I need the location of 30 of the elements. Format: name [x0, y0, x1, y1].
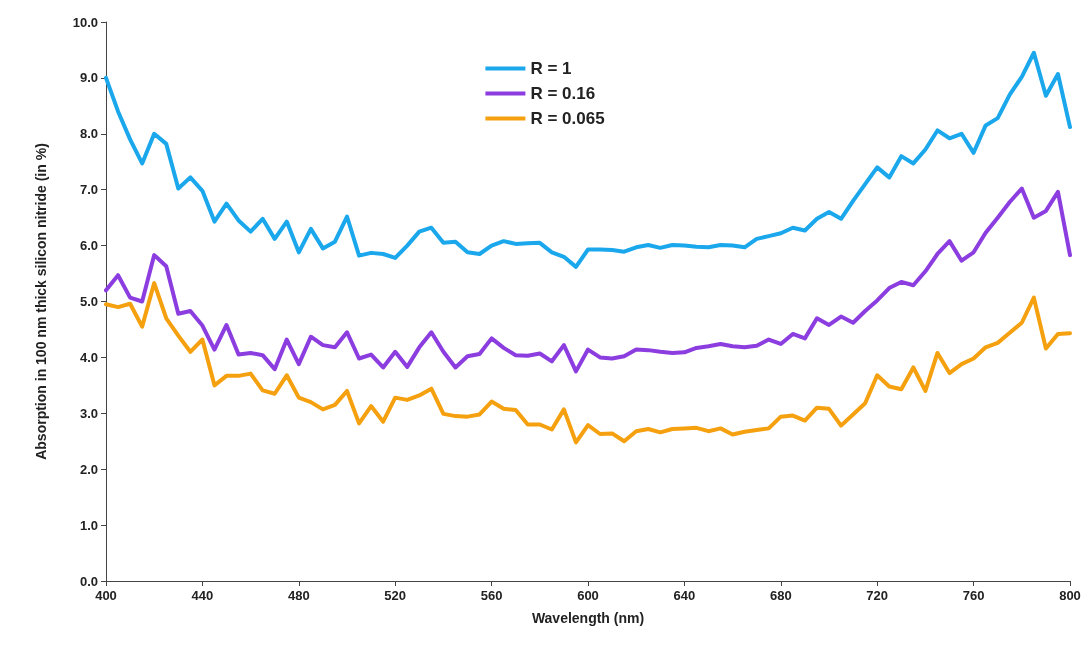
x-tick-label: 480: [287, 588, 310, 603]
x-tick-label: 440: [191, 588, 214, 603]
x-tick-label: 560: [480, 588, 503, 603]
line-series: [104, 281, 1072, 445]
y-tick-label: 1.0: [79, 517, 98, 533]
y-tick-label: 5.0: [79, 294, 98, 309]
x-tick-label: 400: [95, 588, 117, 603]
x-tick-label: 520: [384, 588, 407, 603]
x-tick-label: 760: [962, 588, 985, 603]
legend-label: R = 1: [530, 59, 572, 78]
legend-label: R = 0.065: [530, 109, 605, 128]
x-tick-label: 720: [866, 588, 889, 603]
y-axis-title: Absorption in 100 nm thick silicon nitride (in %): [33, 143, 49, 460]
y-tick-label: 0.0: [79, 573, 98, 589]
legend-label: R = 0.16: [530, 84, 596, 103]
x-tick-label: 640: [673, 588, 696, 603]
y-tick-label: 7.0: [79, 182, 98, 198]
x-tick-label: 800: [1059, 588, 1081, 603]
x-tick-label: 680: [769, 588, 792, 603]
y-tick-label: 6.0: [79, 238, 98, 254]
y-tick-label: 4.0: [79, 349, 98, 365]
y-tick-label: 10.0: [72, 14, 98, 30]
x-tick-label: 600: [577, 588, 599, 603]
y-tick-label: 9.0: [79, 70, 98, 86]
y-tick-label: 2.0: [79, 461, 98, 477]
x-axis-title: Wavelength (nm): [531, 610, 645, 626]
y-tick-label: 3.0: [79, 405, 98, 421]
line-series: [104, 50, 1072, 269]
line-series: [104, 186, 1072, 374]
y-tick-label: 8.0: [79, 126, 98, 142]
